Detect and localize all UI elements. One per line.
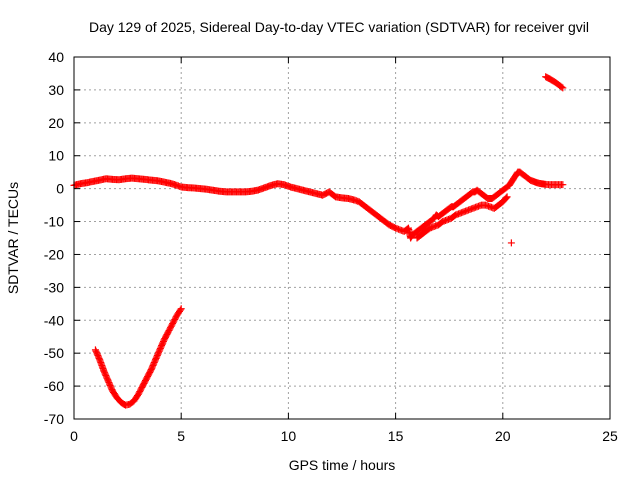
y-tick-label: -40 <box>44 312 64 328</box>
data-layer <box>70 73 567 409</box>
y-tick-label: -30 <box>44 279 64 295</box>
x-tick-label: 10 <box>281 428 297 444</box>
x-tick-label: 0 <box>70 428 78 444</box>
y-tick-label: -50 <box>44 345 64 361</box>
y-tick-label: -10 <box>44 214 64 230</box>
x-tick-label: 25 <box>602 428 618 444</box>
y-tick-label: -20 <box>44 246 64 262</box>
grid-layer <box>74 57 610 419</box>
data-point <box>176 306 184 314</box>
x-axis-title: GPS time / hours <box>289 457 396 473</box>
plot-frame <box>73 56 611 420</box>
chart-title: Day 129 of 2025, Sidereal Day-to-day VTE… <box>89 19 589 35</box>
axis-layer: 0 5 10 15 20 25 -70 -60 -50 -40 -30 -20 -10 0 10 20 30 40 <box>44 49 618 444</box>
y-axis-title: SDTVAR / TECUs <box>5 182 21 294</box>
series-dip-arc <box>91 305 185 409</box>
data-point <box>503 193 511 201</box>
y-tick-label: 20 <box>48 115 64 131</box>
series-outlier <box>507 239 515 247</box>
y-tick-label: -70 <box>44 411 64 427</box>
x-tick-label: 5 <box>177 428 185 444</box>
y-tick-label: 10 <box>48 148 64 164</box>
y-tick-label: 40 <box>48 49 64 65</box>
y-tick-label: 30 <box>48 82 64 98</box>
data-point <box>502 194 510 202</box>
data-point <box>559 84 567 92</box>
data-point <box>177 305 185 313</box>
data-point <box>507 239 515 247</box>
y-tick-label: -60 <box>44 378 64 394</box>
series-upper-segment <box>542 73 567 92</box>
x-tick-label: 15 <box>388 428 404 444</box>
y-tick-label: 0 <box>56 181 64 197</box>
data-point <box>559 181 567 189</box>
series-lower-band <box>413 193 511 242</box>
series-main-trace <box>70 168 567 242</box>
x-tick-label: 20 <box>495 428 511 444</box>
data-point <box>558 83 566 91</box>
